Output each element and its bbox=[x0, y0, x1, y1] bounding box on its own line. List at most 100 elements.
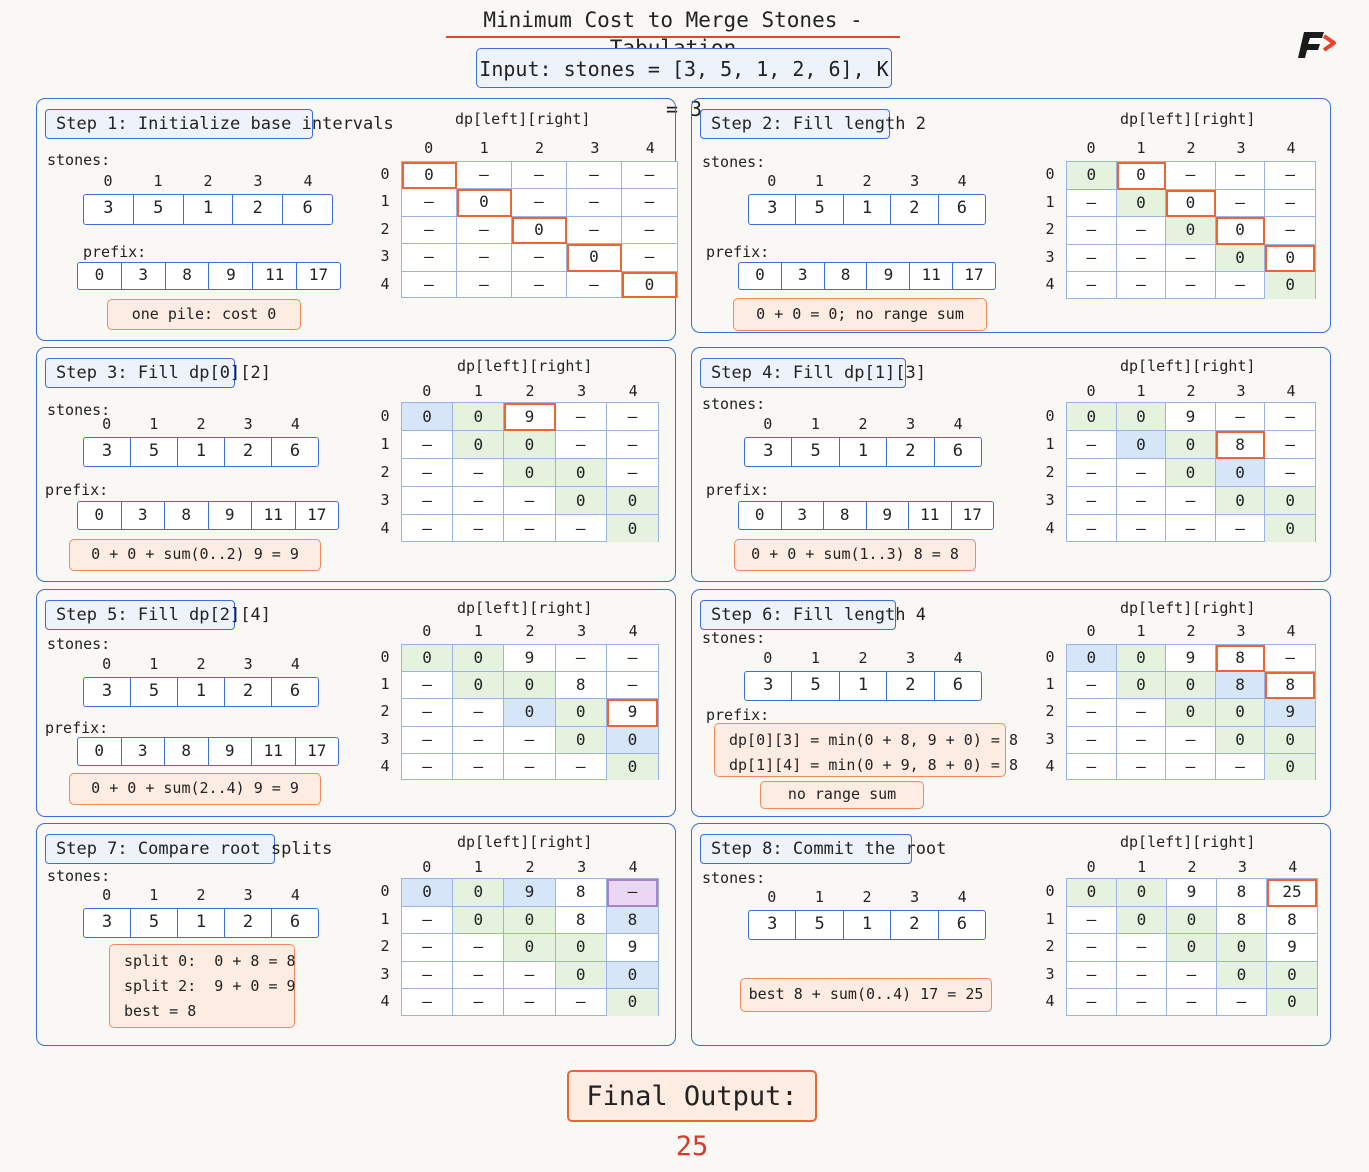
dp-cell-0-0: 0 bbox=[1067, 162, 1117, 190]
dp-cell-2-3: 0 bbox=[555, 459, 607, 487]
stones-cell: 1 bbox=[177, 678, 224, 706]
dp-table: 0 0 9– – –0 0– – – –0 0– – – –0 0– – – –0 bbox=[401, 402, 659, 542]
dp-cell-1-0: – bbox=[1067, 906, 1117, 935]
prefix-array: 0 3 8 9 11 17 bbox=[738, 262, 996, 290]
stones-cell: 6 bbox=[271, 438, 318, 466]
dp-column-index: 0 bbox=[422, 858, 432, 876]
dp-cell-4-0: – bbox=[402, 753, 454, 781]
prefix-label: prefix: bbox=[45, 719, 109, 737]
dp-cell-3-4: 0 bbox=[1265, 487, 1315, 515]
dp-cell-4-3: – bbox=[1217, 989, 1267, 1016]
dp-table-title: dp[left][right] bbox=[1120, 357, 1256, 375]
dp-row-index: 1 bbox=[1045, 909, 1055, 928]
prefix-cell: 0 bbox=[755, 265, 765, 284]
dp-cell-0-3: 8 bbox=[1215, 645, 1266, 673]
dp-row-index: 0 bbox=[1045, 165, 1055, 183]
stones-cell: 3 bbox=[767, 914, 778, 934]
dp-column-index: 1 bbox=[1136, 622, 1146, 640]
dp-cell-0-1: 0 bbox=[453, 879, 505, 907]
note-box: 0 + 0 + sum(0..2) 9 = 9 bbox=[69, 539, 321, 571]
dp-cell-1-2: 0 bbox=[504, 672, 556, 700]
stones-cell: 5 bbox=[130, 678, 177, 706]
dp-column-indices: 0 1 2 3 4 bbox=[401, 139, 678, 157]
dp-cell-2-1: – bbox=[1116, 459, 1167, 487]
dp-column-index: 0 bbox=[424, 139, 434, 157]
dp-cell-0-4: – bbox=[1265, 645, 1315, 673]
dp-cell-1-1: 0 bbox=[1117, 906, 1167, 935]
dp-cell-2-4: – bbox=[606, 459, 658, 487]
step-panel-8: Step 8: Commit the root stones: 0 1 2 3 4 3 5 1 2 6… bbox=[691, 823, 1331, 1046]
step-panel-2: Step 2: Fill length 2 stones: 0 1 2 3 4 3 5 1 2 6 pr… bbox=[691, 98, 1331, 333]
dp-row-index: 4 bbox=[380, 992, 390, 1011]
stones-index: 4 bbox=[303, 172, 313, 190]
dp-cell-3-0: – bbox=[402, 487, 454, 515]
stones-cell: 6 bbox=[282, 195, 332, 224]
stones-cell: 1 bbox=[177, 438, 224, 466]
dp-cell-2-2: 0 bbox=[512, 216, 567, 245]
dp-cell-2-0: – bbox=[1067, 459, 1117, 487]
dp-cell-0-0: 0 bbox=[402, 403, 454, 431]
dp-column-index: 4 bbox=[1286, 622, 1296, 640]
dp-cell-3-1: – bbox=[1116, 487, 1167, 515]
dp-cell-0-3: – bbox=[555, 645, 607, 673]
dp-cell-2-4: – bbox=[622, 217, 677, 245]
dp-column-index: 1 bbox=[1136, 139, 1146, 157]
prefix-cell: 8 bbox=[164, 502, 208, 529]
final-output-value: 25 bbox=[675, 1131, 709, 1162]
stones-cell: 5 bbox=[795, 195, 842, 224]
dp-table-title: dp[left][right] bbox=[1120, 833, 1256, 851]
brand-logo-icon bbox=[1298, 32, 1336, 58]
dp-column-index: 1 bbox=[1136, 382, 1146, 400]
stones-index: 2 bbox=[196, 655, 206, 673]
dp-cell-2-3: 0 bbox=[1215, 699, 1266, 727]
stones-cell: 6 bbox=[937, 195, 985, 224]
dp-cell-4-3: – bbox=[567, 271, 622, 299]
dp-cell-0-0: 0 bbox=[1067, 645, 1117, 673]
prefix-cell: 3 bbox=[120, 502, 165, 529]
dp-cell-2-2: 0 bbox=[1167, 934, 1217, 962]
stones-cell: 1 bbox=[182, 195, 233, 224]
dp-row-index: 0 bbox=[380, 407, 390, 425]
dp-cell-2-3: 0 bbox=[555, 699, 607, 727]
dp-cell-1-1: 0 bbox=[1116, 189, 1167, 218]
dp-cell-4-2: – bbox=[1167, 989, 1217, 1016]
dp-column-index: 2 bbox=[525, 382, 535, 400]
dp-cell-2-1: – bbox=[1117, 934, 1167, 962]
stones-index-row: 0 1 2 3 4 bbox=[83, 886, 319, 904]
dp-cell-3-0: – bbox=[1067, 961, 1117, 990]
dp-row-index: 3 bbox=[380, 247, 390, 266]
stones-index: 2 bbox=[858, 415, 868, 433]
prefix-cell: 0 bbox=[94, 741, 105, 760]
dp-cell-1-4: 8 bbox=[1265, 672, 1315, 700]
dp-cell-1-1: 0 bbox=[453, 906, 505, 935]
dp-cell-4-4: 0 bbox=[1265, 272, 1315, 299]
stones-label: stones: bbox=[702, 153, 766, 171]
stones-cell: 1 bbox=[177, 909, 224, 937]
stones-index: 4 bbox=[290, 655, 300, 673]
stones-index: 4 bbox=[290, 886, 300, 904]
dp-column-index: 3 bbox=[1236, 382, 1246, 400]
stones-index: 3 bbox=[243, 655, 253, 673]
dp-cell-4-2: – bbox=[504, 753, 556, 781]
final-output: Final Output: 25 bbox=[567, 1070, 817, 1162]
dp-row-index: 2 bbox=[380, 702, 390, 721]
dp-cell-0-1: – bbox=[457, 162, 512, 190]
note-box: best 8 + sum(0..4) 17 = 25 bbox=[740, 978, 992, 1012]
dp-column-index: 0 bbox=[1086, 622, 1096, 640]
dp-cell-2-3: 0 bbox=[555, 934, 607, 962]
dp-column-index: 1 bbox=[473, 858, 483, 876]
dp-cell-2-0: – bbox=[402, 216, 457, 245]
dp-cell-1-0: – bbox=[402, 906, 454, 935]
stones-index: 0 bbox=[767, 888, 777, 906]
dp-cell-3-0: – bbox=[402, 244, 457, 272]
dp-cell-4-1: – bbox=[453, 515, 505, 542]
step-label: Step 5: Fill dp[2][4] bbox=[45, 600, 271, 630]
note-box: 0 + 0 = 0; no range sum bbox=[733, 298, 987, 331]
dp-cell-0-2: 9 bbox=[1167, 879, 1217, 907]
prefix-cell: 3 bbox=[780, 502, 824, 529]
stones-index-row: 0 1 2 3 4 bbox=[83, 415, 319, 433]
dp-table: 0 0 9– – –0 0 8– – –0 0 9– – –0 0– – – –0 bbox=[401, 644, 659, 781]
